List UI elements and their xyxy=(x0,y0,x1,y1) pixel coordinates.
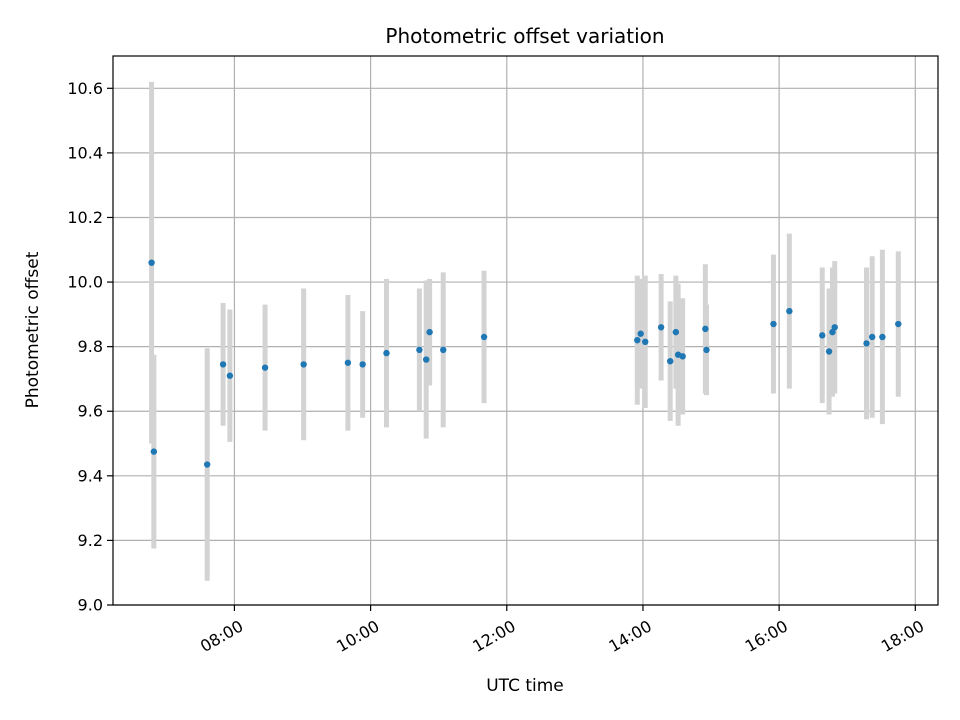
y-axis-ticks: 9.0 9.2 9.4 9.6 9.8 10.0 10.2 10.4 10.6 xyxy=(67,79,113,615)
data-point xyxy=(150,448,158,455)
data-point xyxy=(416,346,423,354)
grid xyxy=(113,56,938,606)
data-point xyxy=(440,346,447,354)
data-point xyxy=(634,336,641,344)
y-tick-label: 9.0 xyxy=(78,596,103,615)
y-tick-label: 10.0 xyxy=(67,273,103,292)
data-point xyxy=(423,356,430,363)
data-point xyxy=(637,330,644,337)
chart-title: Photometric offset variation xyxy=(385,24,664,48)
data-point xyxy=(672,328,680,336)
data-point xyxy=(831,324,838,331)
data-point xyxy=(480,333,488,341)
y-tick-label: 10.4 xyxy=(67,143,103,162)
data-point xyxy=(226,372,234,379)
data-point xyxy=(261,364,269,371)
y-tick-label: 9.4 xyxy=(78,466,103,485)
x-axis-label: UTC time xyxy=(486,676,564,696)
data-point xyxy=(219,361,227,368)
y-tick-label: 9.8 xyxy=(78,337,103,356)
data-point xyxy=(879,333,886,341)
data-point xyxy=(426,328,433,336)
data-point xyxy=(770,320,777,328)
data-point xyxy=(825,348,833,355)
y-tick-label: 9.6 xyxy=(78,402,103,421)
data-point xyxy=(383,349,390,357)
data-points xyxy=(148,259,902,468)
y-tick-label: 9.2 xyxy=(78,531,103,550)
data-point xyxy=(642,338,649,346)
data-point xyxy=(148,259,155,266)
y-axis-label: Photometric offset xyxy=(23,251,43,408)
data-point xyxy=(786,307,793,315)
data-point xyxy=(359,361,366,368)
data-point xyxy=(819,332,826,339)
data-point xyxy=(829,328,836,336)
plot-frame xyxy=(112,55,939,606)
y-tick-label: 10.6 xyxy=(67,79,103,98)
data-point xyxy=(666,357,674,365)
data-point xyxy=(868,333,876,341)
data-point xyxy=(863,340,870,347)
data-point xyxy=(703,346,710,354)
data-point xyxy=(344,359,352,366)
data-point xyxy=(300,361,307,368)
data-point xyxy=(203,461,211,468)
data-point xyxy=(679,353,686,360)
y-tick-label: 10.2 xyxy=(67,208,103,227)
data-point xyxy=(895,320,902,328)
data-point xyxy=(702,325,709,333)
data-point xyxy=(657,324,665,331)
